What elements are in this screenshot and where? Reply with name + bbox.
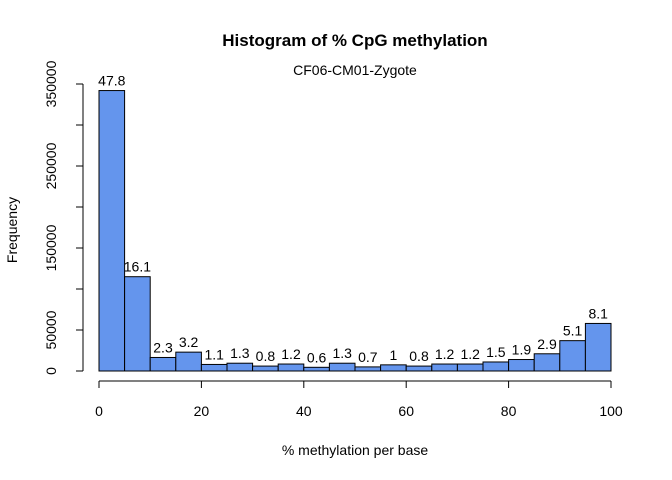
x-axis-label: % methylation per base	[282, 442, 429, 458]
histogram-bar	[252, 365, 279, 372]
histogram-bar	[277, 363, 305, 372]
histogram-bar	[559, 340, 586, 372]
bar-value-label: 2.3	[153, 339, 173, 355]
chart-title: Histogram of % CpG methylation	[222, 31, 487, 50]
bar-value-label: 1.2	[435, 346, 455, 362]
x-tick-label: 20	[194, 403, 210, 419]
y-tick-label: 150000	[43, 224, 59, 271]
bar-value-label: 0.8	[256, 348, 276, 364]
bar-value-label: 1.2	[281, 346, 301, 362]
y-axis: 0 50000 150000 250000 350000	[43, 60, 84, 375]
x-tick-label: 0	[95, 403, 103, 419]
bar-labels-group: 47.8 16.1 2.3 3.2 1.1 1.3 0.8 1.2 0.6 1.3 0.7 1 0.8 1…	[98, 73, 608, 366]
bar-value-label: 1.5	[486, 344, 506, 360]
histogram-bar	[584, 322, 612, 372]
histogram-bar	[328, 362, 356, 372]
bars-group	[98, 90, 612, 372]
histogram-bar	[380, 364, 407, 372]
bar-value-label: 1.1	[204, 346, 224, 362]
histogram-bar	[98, 90, 126, 372]
histogram-bar	[175, 351, 202, 372]
y-tick-label: 0	[43, 367, 59, 375]
x-axis: 0 20 40 60 80 100	[95, 380, 623, 419]
histogram-bar	[149, 356, 177, 372]
histogram-bar	[354, 366, 382, 372]
histogram-bar	[456, 363, 484, 372]
histogram-bar	[431, 363, 458, 372]
chart-subtitle: CF06-CM01-Zygote	[293, 62, 417, 78]
x-tick-label: 40	[296, 403, 312, 419]
bar-value-label: 1.3	[230, 345, 250, 361]
histogram-bar	[533, 353, 561, 372]
y-tick-label: 350000	[43, 60, 59, 107]
bar-value-label: 8.1	[588, 305, 608, 321]
bar-value-label: 5.1	[563, 323, 583, 339]
x-tick-label: 80	[501, 403, 517, 419]
y-axis-label: Frequency	[4, 197, 20, 263]
histogram-bar	[124, 276, 151, 372]
y-tick-label: 250000	[43, 142, 59, 189]
bar-value-label: 0.6	[307, 349, 327, 365]
bar-value-label: 2.9	[537, 336, 557, 352]
bar-value-label: 1	[390, 347, 398, 363]
bar-value-label: 1.3	[332, 345, 352, 361]
histogram-bar	[482, 361, 510, 372]
bar-value-label: 3.2	[179, 334, 199, 350]
histogram-bar	[226, 362, 254, 372]
bar-value-label: 0.7	[358, 349, 378, 365]
bar-value-label: 1.2	[460, 346, 480, 362]
histogram-bar	[303, 366, 330, 372]
bar-value-label: 47.8	[98, 73, 125, 89]
histogram-bar	[508, 359, 535, 372]
histogram-bar	[200, 363, 228, 372]
bar-value-label: 16.1	[124, 259, 151, 275]
histogram-bar	[405, 365, 433, 372]
y-tick-label: 50000	[43, 310, 59, 349]
bar-value-label: 0.8	[409, 348, 429, 364]
x-tick-label: 100	[599, 403, 623, 419]
x-tick-label: 60	[398, 403, 414, 419]
bar-value-label: 1.9	[512, 342, 532, 358]
